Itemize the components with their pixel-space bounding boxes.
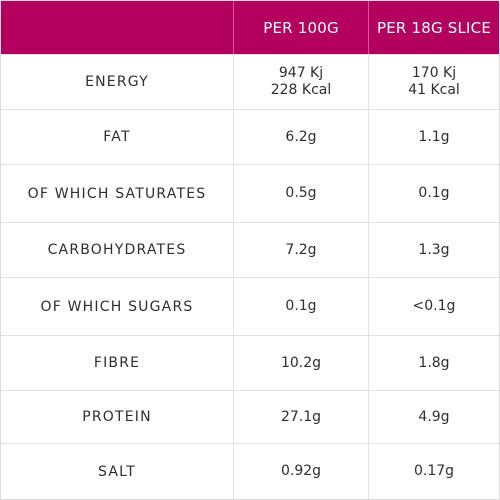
value-line: 0.5g [285, 185, 317, 201]
value-line: 4.9g [418, 408, 450, 425]
per-100g-value: 0.92g [233, 444, 368, 499]
row-label-text: PROTEIN [82, 409, 152, 425]
row-label-text: FIBRE [93, 355, 141, 371]
per-slice-value: 1.3g [368, 223, 499, 277]
value-line: 228 Kcal [270, 82, 332, 98]
row-label: FIBRE [1, 336, 233, 390]
header-per-100g: PER 100G [233, 1, 368, 54]
value-line: 947 Kj [278, 65, 324, 81]
row-label: ENERGY [1, 55, 233, 109]
row-label: PROTEIN [1, 391, 233, 443]
value-line: 0.92g [280, 463, 322, 479]
row-label-text: FAT [103, 129, 131, 145]
row-label: CARBOHYDRATES [1, 223, 233, 277]
per-slice-value: 0.1g [368, 165, 499, 222]
row-label-text: OF WHICH SUGARS [40, 298, 194, 315]
value-line: 1.3g [418, 241, 450, 258]
table-row: FIBRE 10.2g 1.8g [1, 335, 499, 390]
value-line: 0.1g [418, 185, 450, 201]
value-line: 27.1g [280, 408, 322, 425]
row-label: FAT [1, 110, 233, 164]
per-100g-value: 947 Kj 228 Kcal [233, 55, 368, 109]
per-slice-value: 0.17g [368, 444, 499, 499]
per-100g-value: 7.2g [233, 223, 368, 277]
value-line: 170 Kj [411, 65, 457, 81]
per-100g-value: 6.2g [233, 110, 368, 164]
table-row: CARBOHYDRATES 7.2g 1.3g [1, 222, 499, 277]
row-label-text: ENERGY [85, 74, 149, 90]
table-row: PROTEIN 27.1g 4.9g [1, 390, 499, 443]
value-line: 6.2g [285, 128, 317, 145]
row-label-text: OF WHICH SATURATES [27, 185, 207, 202]
value-line: <0.1g [412, 298, 456, 314]
row-label: SALT [1, 444, 233, 499]
value-line: 0.17g [413, 463, 455, 479]
per-100g-value: 27.1g [233, 391, 368, 443]
per-100g-value: 0.5g [233, 165, 368, 222]
table-row: ENERGY 947 Kj 228 Kcal 170 Kj 41 Kcal [1, 54, 499, 109]
header-empty-cell [1, 1, 233, 54]
header-per-slice: PER 18G SLICE [368, 1, 499, 54]
row-label: OF WHICH SATURATES [1, 165, 233, 222]
row-label-text: CARBOHYDRATES [47, 242, 187, 258]
per-slice-value: 1.1g [368, 110, 499, 164]
value-line: 7.2g [285, 241, 317, 258]
value-line: 1.1g [418, 128, 450, 145]
table-row: OF WHICH SATURATES 0.5g 0.1g [1, 164, 499, 222]
per-100g-value: 10.2g [233, 336, 368, 390]
table-row: SALT 0.92g 0.17g [1, 443, 499, 499]
per-slice-value: 170 Kj 41 Kcal [368, 55, 499, 109]
value-line: 10.2g [280, 354, 322, 371]
row-label: OF WHICH SUGARS [1, 278, 233, 335]
value-line: 41 Kcal [408, 82, 460, 98]
value-line: 1.8g [418, 354, 450, 371]
value-line: 0.1g [285, 298, 317, 314]
per-slice-value: 1.8g [368, 336, 499, 390]
row-label-text: SALT [98, 463, 136, 480]
table-row: FAT 6.2g 1.1g [1, 109, 499, 164]
per-slice-value: <0.1g [368, 278, 499, 335]
table-header: PER 100G PER 18G SLICE [1, 1, 499, 54]
table-row: OF WHICH SUGARS 0.1g <0.1g [1, 277, 499, 335]
per-100g-value: 0.1g [233, 278, 368, 335]
per-slice-value: 4.9g [368, 391, 499, 443]
